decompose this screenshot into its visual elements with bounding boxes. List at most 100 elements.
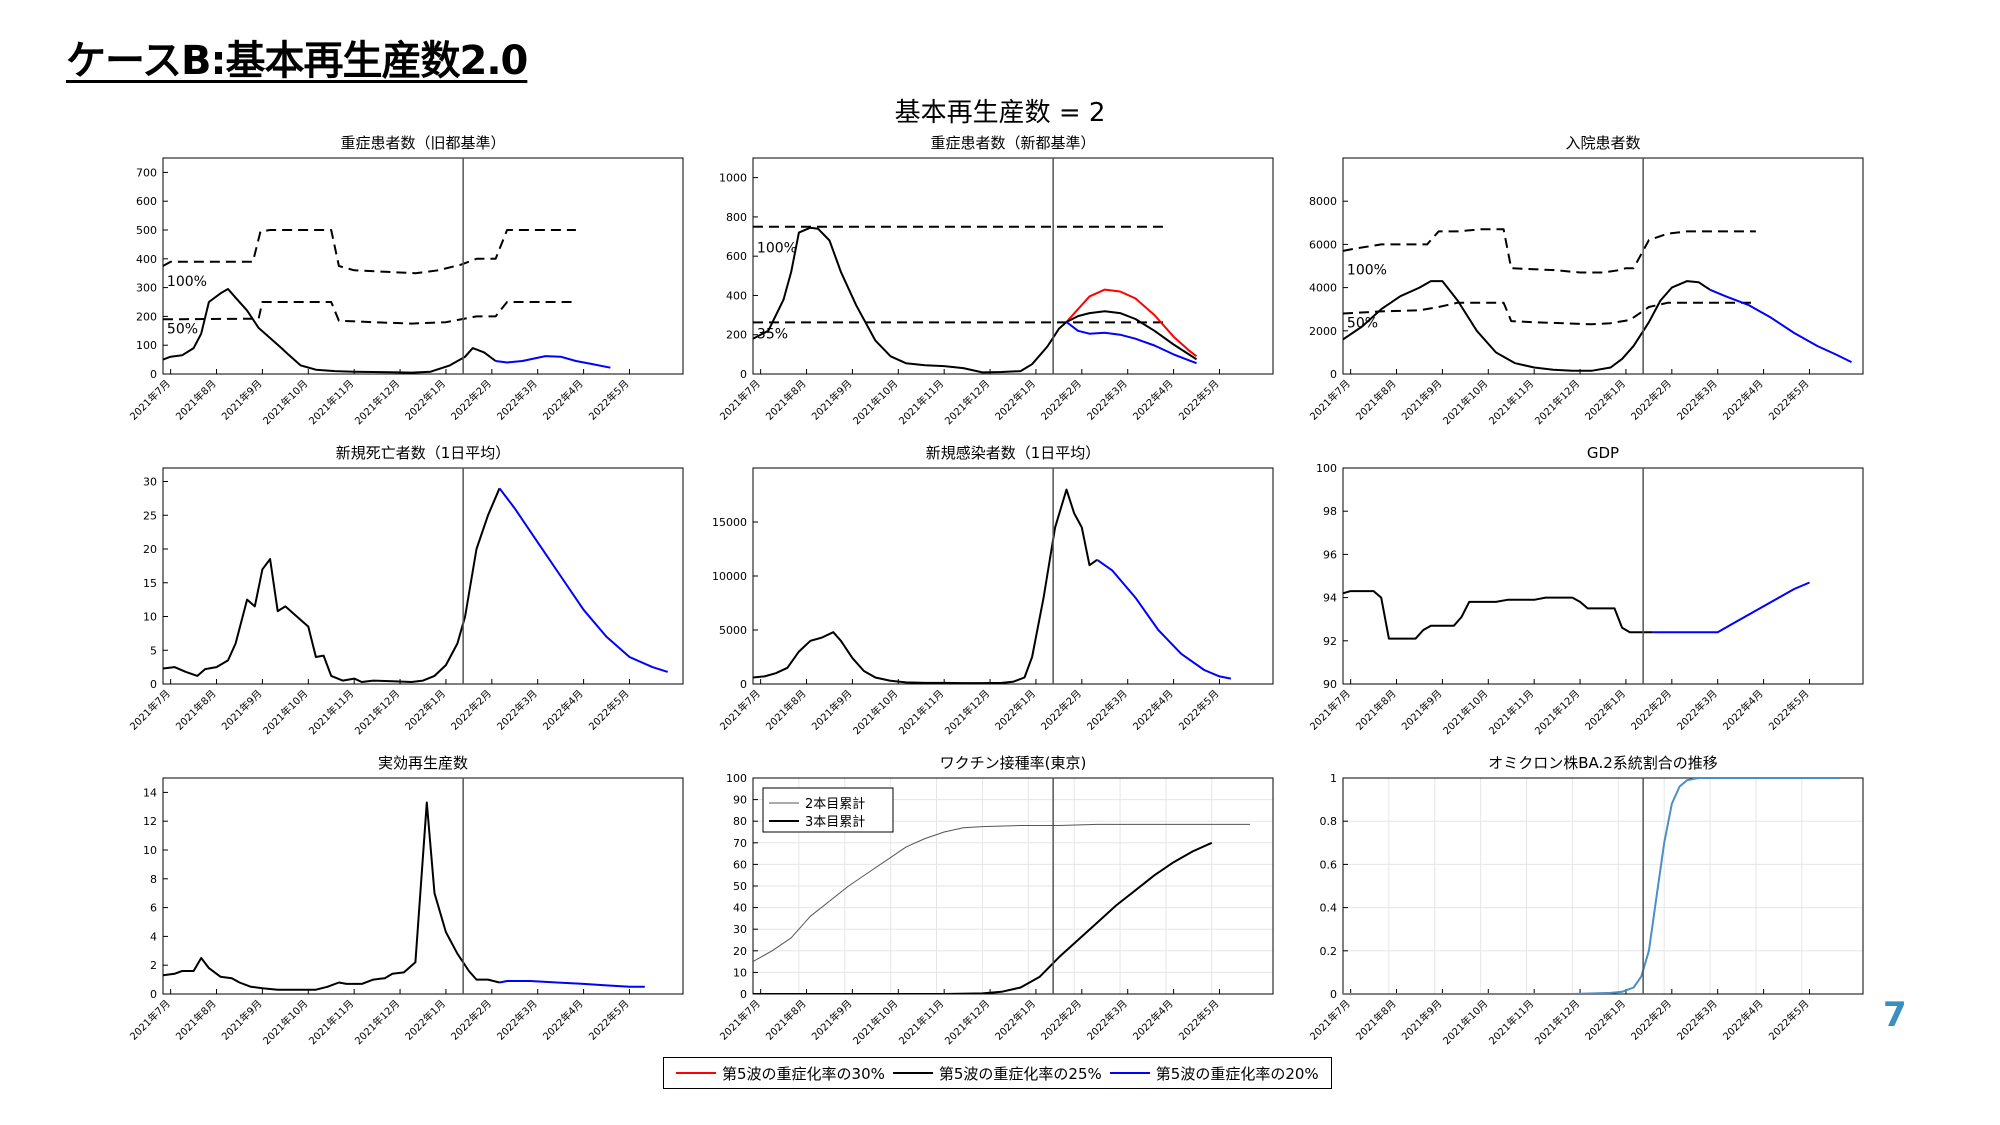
threshold-annotation: 100% <box>757 240 797 256</box>
x-tick-label: 2021年11月 <box>896 687 946 737</box>
x-tick-label: 2022年4月 <box>1720 687 1766 733</box>
page-number: 7 <box>1883 995 1907 1035</box>
series-line-1 <box>753 488 1098 684</box>
series-line-4 <box>495 355 611 369</box>
x-tick-label: 2021年12月 <box>942 997 992 1047</box>
y-tick-label: 0 <box>740 988 747 1001</box>
plot-frame <box>752 467 1274 685</box>
x-tick-label: 2021年12月 <box>1532 687 1582 737</box>
y-tick-label: 8000 <box>1309 195 1337 208</box>
y-tick-label: 6 <box>150 902 157 915</box>
x-tick-label: 2022年3月 <box>494 687 540 733</box>
y-tick-label: 200 <box>726 329 747 342</box>
chart-panel-4: 0 5 10 15 20 25 30 2021年7月 2021年8月 2021年9月2021年10… <box>127 444 684 737</box>
series-line-1 <box>163 229 576 275</box>
x-tick-label: 2022年5月 <box>586 377 632 423</box>
series-line-2 <box>499 980 645 988</box>
x-tick-label: 2022年1月 <box>992 687 1038 733</box>
x-tick-label: 2022年3月 <box>1674 377 1720 423</box>
x-tick-label: 2021年9月 <box>1399 687 1445 733</box>
x-tick-label: 2022年5月 <box>1176 687 1222 733</box>
y-tick-label: 70 <box>733 837 747 850</box>
plot-frame <box>752 157 1274 375</box>
y-tick-label: 50 <box>733 880 747 893</box>
x-tick-label: 2021年10月 <box>850 377 900 427</box>
y-tick-label: 30 <box>733 923 747 936</box>
y-tick-label: 0.2 <box>1320 945 1338 958</box>
x-tick-label: 2021年10月 <box>260 377 310 427</box>
x-tick-label: 2021年7月 <box>127 687 173 733</box>
y-tick-label: 200 <box>136 310 157 323</box>
series-line-3 <box>1343 280 1711 372</box>
plot-frame <box>162 157 684 375</box>
x-tick-label: 2021年10月 <box>1440 997 1490 1047</box>
x-tick-label: 2022年4月 <box>540 997 586 1043</box>
y-tick-label: 8 <box>150 873 157 886</box>
x-tick-label: 2021年10月 <box>260 687 310 737</box>
y-tick-label: 500 <box>136 224 157 237</box>
x-tick-label: 2021年10月 <box>260 997 310 1047</box>
x-tick-label: 2022年1月 <box>1582 377 1628 423</box>
x-tick-label: 2022年1月 <box>402 377 448 423</box>
y-tick-label: 0 <box>150 988 157 1001</box>
x-tick-label: 2021年10月 <box>1440 687 1490 737</box>
x-tick-label: 2021年11月 <box>306 997 356 1047</box>
chart-title: 入院患者数 <box>1565 134 1640 152</box>
y-tick-label: 94 <box>1323 592 1337 605</box>
legend-swatch-25 <box>892 1072 933 1074</box>
x-tick-label: 2021年8月 <box>763 687 809 733</box>
y-tick-label: 15 <box>143 577 157 590</box>
x-tick-label: 2021年7月 <box>1307 687 1353 733</box>
y-tick-label: 6000 <box>1309 238 1337 251</box>
x-tick-label: 2021年8月 <box>173 997 219 1043</box>
x-tick-label: 2021年12月 <box>1532 377 1582 427</box>
y-tick-label: 2000 <box>1309 325 1337 338</box>
y-tick-label: 96 <box>1323 548 1337 561</box>
chart-title: 重症患者数（旧都基準） <box>340 134 505 152</box>
inner-legend-label: 3本目累計 <box>805 814 865 830</box>
x-tick-label: 2021年9月 <box>1399 997 1445 1043</box>
x-tick-label: 2021年8月 <box>173 687 219 733</box>
y-tick-label: 80 <box>733 815 747 828</box>
y-tick-label: 800 <box>726 211 747 224</box>
plot-frame <box>1342 157 1864 375</box>
series-line-1 <box>1343 778 1841 994</box>
plot-frame <box>162 777 684 995</box>
x-tick-label: 2021年8月 <box>173 377 219 423</box>
x-tick-label: 2021年8月 <box>1353 687 1399 733</box>
y-tick-label: 25 <box>143 509 157 522</box>
x-tick-label: 2022年4月 <box>1130 997 1176 1043</box>
x-tick-label: 2021年12月 <box>942 377 992 427</box>
x-tick-label: 2022年2月 <box>1038 377 1084 423</box>
x-tick-label: 2022年1月 <box>402 997 448 1043</box>
y-tick-label: 0 <box>1330 988 1337 1001</box>
y-tick-label: 1 <box>1330 772 1337 785</box>
y-tick-label: 10 <box>143 844 157 857</box>
x-tick-label: 2021年12月 <box>942 687 992 737</box>
legend-label-25: 第5波の重症化率の25% <box>938 1064 1102 1083</box>
chart-title: GDP <box>1587 444 1619 462</box>
x-tick-label: 2021年12月 <box>1532 997 1582 1047</box>
threshold-annotation: 100% <box>1347 263 1387 279</box>
x-tick-label: 2022年1月 <box>992 377 1038 423</box>
x-tick-label: 2021年7月 <box>1307 377 1353 423</box>
x-tick-label: 2021年12月 <box>352 377 402 427</box>
chart-title: 新規感染者数（1日平均） <box>926 444 1101 462</box>
x-tick-label: 2021年9月 <box>219 997 265 1043</box>
series-line-1 <box>1343 590 1653 640</box>
legend-item-25: 第5波の重症化率の25% <box>892 1063 1102 1084</box>
x-tick-label: 2021年11月 <box>896 377 946 427</box>
y-tick-label: 0.6 <box>1320 858 1338 871</box>
x-tick-label: 2021年9月 <box>219 377 265 423</box>
series-line-4 <box>1709 288 1852 363</box>
x-tick-label: 2022年2月 <box>448 997 494 1043</box>
y-tick-label: 100 <box>136 339 157 352</box>
y-tick-label: 0.8 <box>1320 815 1338 828</box>
legend-item-30: 第5波の重症化率の30% <box>676 1063 885 1084</box>
x-tick-label: 2022年2月 <box>1628 687 1674 733</box>
x-tick-label: 2022年4月 <box>540 377 586 423</box>
